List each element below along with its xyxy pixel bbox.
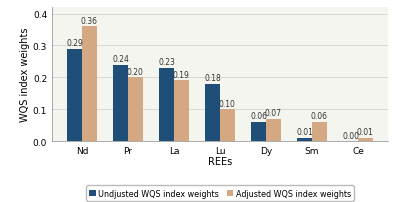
Text: 0.29: 0.29 bbox=[66, 39, 83, 48]
Bar bbox=[205, 84, 220, 141]
Bar bbox=[312, 122, 327, 141]
Bar bbox=[358, 138, 373, 141]
Text: 0.23: 0.23 bbox=[158, 58, 175, 67]
Text: 0.01: 0.01 bbox=[357, 128, 374, 137]
Legend: Undjusted WQS index weights, Adjusted WQS index weights: Undjusted WQS index weights, Adjusted WQ… bbox=[86, 185, 354, 201]
Bar bbox=[67, 49, 82, 141]
Text: 0.06: 0.06 bbox=[250, 112, 267, 121]
Bar bbox=[220, 110, 235, 141]
Bar bbox=[297, 138, 312, 141]
Bar bbox=[128, 78, 143, 141]
Y-axis label: WQS index weights: WQS index weights bbox=[20, 28, 30, 122]
Text: 0.06: 0.06 bbox=[311, 112, 328, 121]
Text: 0.20: 0.20 bbox=[127, 67, 144, 76]
Bar bbox=[159, 68, 174, 141]
Text: 0.18: 0.18 bbox=[204, 74, 221, 83]
Text: 0.24: 0.24 bbox=[112, 55, 129, 64]
Text: 0.36: 0.36 bbox=[81, 17, 98, 25]
Text: 0.19: 0.19 bbox=[173, 70, 190, 80]
Bar bbox=[174, 81, 189, 141]
Text: 0.00: 0.00 bbox=[342, 131, 359, 140]
Text: 0.10: 0.10 bbox=[219, 99, 236, 108]
Bar bbox=[113, 65, 128, 141]
Text: 0.07: 0.07 bbox=[265, 109, 282, 118]
X-axis label: REEs: REEs bbox=[208, 157, 232, 166]
Bar bbox=[266, 119, 281, 141]
Bar bbox=[251, 122, 266, 141]
Text: 0.01: 0.01 bbox=[296, 128, 313, 137]
Bar bbox=[82, 27, 97, 141]
